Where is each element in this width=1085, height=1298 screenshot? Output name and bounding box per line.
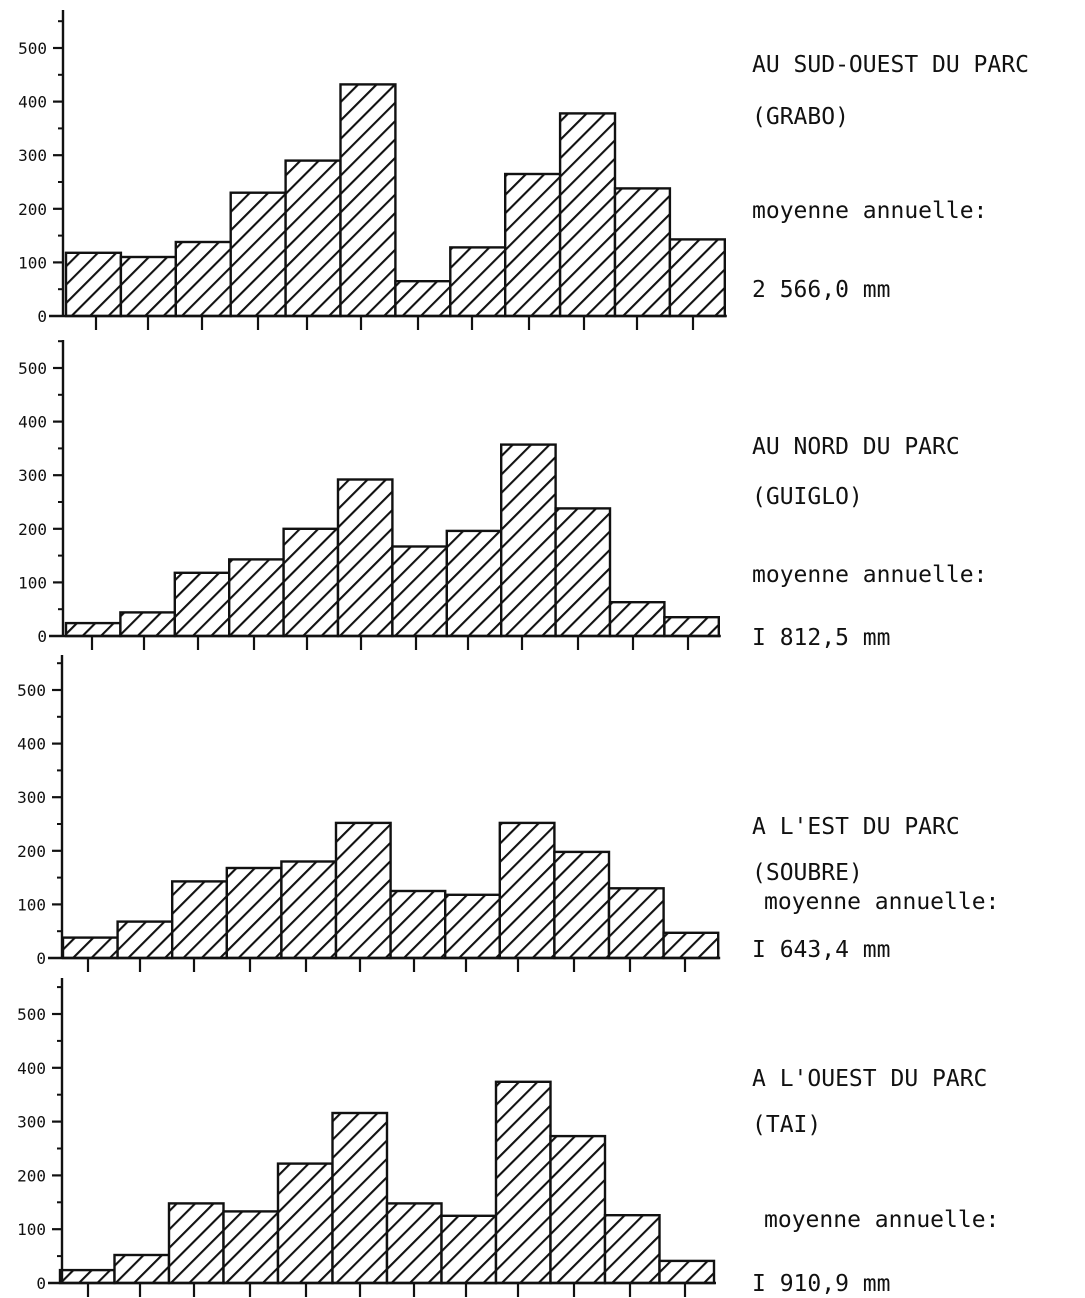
bar [498,821,556,960]
caption-mean-value: 2 566,0 mm [752,277,891,303]
bar [173,571,231,638]
y-tick-label: 300 [17,788,46,807]
caption-mean-label: moyenne annuelle: [764,889,1000,915]
bar [394,280,452,318]
bar [227,558,285,638]
caption-title: A L'OUEST DU PARC [752,1066,988,1092]
bar [119,255,178,318]
y-tick-label: 0 [37,307,47,326]
bar [553,850,611,960]
bar [668,238,727,318]
y-tick-label: 100 [17,1220,46,1239]
bar [331,1111,389,1285]
histogram-panel-2: 0 100 200 300 400 500 [18,340,721,650]
bar [116,920,174,960]
caption-mean-label: moyenne annuelle: [752,198,988,224]
y-tick-label: 0 [36,1274,46,1293]
bar [58,1268,116,1285]
bar [608,601,666,638]
y-tick-label: 500 [18,39,47,58]
y-tick-label: 500 [18,359,47,378]
y-tick-label: 100 [18,573,47,592]
y-tick-label: 400 [18,93,47,112]
bar [603,1213,661,1285]
bar [225,866,283,960]
bar [280,860,338,960]
bar [444,893,502,960]
y-tick-label: 100 [17,895,46,914]
bar [174,240,232,318]
bar [449,246,507,318]
caption-station: (SOUBRE) [752,860,863,886]
caption-station: (GRABO) [752,104,849,130]
caption-mean-value: I 812,5 mm [752,625,891,651]
y-tick-label: 300 [18,146,47,165]
y-tick-label: 200 [17,842,46,861]
y-tick-label: 200 [18,200,47,219]
histogram-panel-3: 0 100 200 300 400 500 [17,655,721,972]
caption-station: (GUIGLO) [752,484,863,510]
bar [339,83,397,318]
bar [276,1162,334,1285]
bar [334,821,392,960]
histogram-panel-4: 0 100 200 300 400 500 [17,978,716,1297]
bar [445,529,503,638]
bar [663,616,721,638]
caption-mean-label: moyenne annuelle: [764,1207,1000,1233]
bar [554,507,612,638]
bar [494,1080,552,1285]
y-tick-label: 500 [17,681,46,700]
bar [282,527,340,638]
bar [662,931,720,960]
bar [229,191,287,318]
bar [64,621,122,638]
bar [167,1202,225,1285]
bar [504,172,562,318]
caption-title: AU NORD DU PARC [752,434,960,460]
bar [391,545,448,638]
caption-mean-label: moyenne annuelle: [752,562,988,588]
y-tick-label: 500 [17,1005,46,1024]
y-tick-label: 100 [18,253,47,272]
y-tick-label: 300 [17,1113,46,1132]
bar [336,478,394,638]
bar [119,611,177,638]
caption-mean-value: I 910,9 mm [752,1271,891,1297]
y-tick-label: 200 [18,520,47,539]
y-tick-label: 400 [17,1059,46,1078]
bar [607,887,665,960]
y-tick-label: 300 [18,466,47,485]
bar [385,1202,443,1285]
bar [389,889,447,960]
bar [613,187,672,318]
bar [549,1134,607,1285]
y-tick-label: 200 [17,1166,46,1185]
bar [658,1259,716,1285]
y-tick-label: 400 [17,735,46,754]
bar [440,1214,498,1285]
bar [170,880,228,960]
bar [558,112,617,318]
bar [222,1210,280,1285]
caption-mean-value: I 643,4 mm [752,937,891,963]
caption-title: A L'EST DU PARC [752,814,960,840]
bar [500,443,557,638]
caption-title: AU SUD-OUEST DU PARC [752,52,1029,78]
y-tick-label: 0 [37,627,47,646]
histogram-panel-1: 0 100 200 300 400 500 [18,10,727,330]
bar [64,251,123,318]
caption-station: (TAI) [752,1112,822,1138]
y-tick-label: 400 [18,413,47,432]
y-tick-label: 0 [36,949,46,968]
bar [284,159,342,318]
bar [61,936,119,960]
bar [113,1253,171,1285]
